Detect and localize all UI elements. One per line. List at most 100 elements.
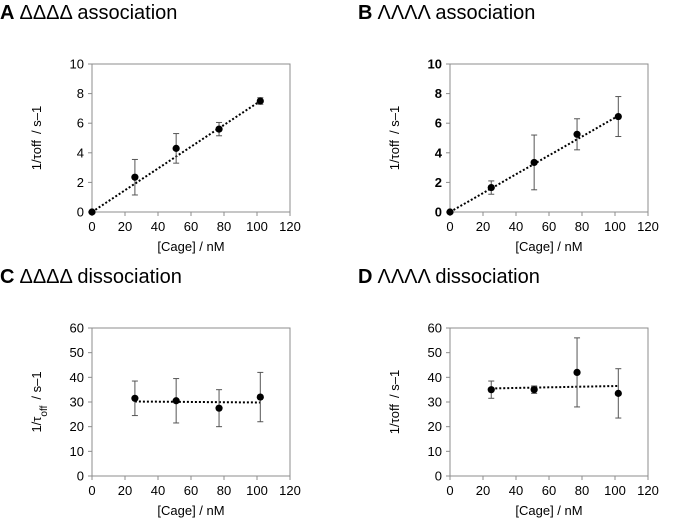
x-tick-label: 80	[217, 483, 231, 498]
plot-frame	[449, 63, 649, 213]
x-axis-label: [Cage] / nM	[515, 503, 582, 518]
x-tick-label: 20	[118, 483, 132, 498]
data-point	[131, 173, 139, 181]
y-axis-label-unit: / s–1	[387, 370, 402, 398]
y-axis-label-unit: / s–1	[29, 371, 44, 399]
x-tick-label: 100	[604, 219, 626, 234]
y-tick-label: 0	[77, 469, 84, 484]
panel-a-letter: A	[0, 2, 15, 24]
data-point	[256, 393, 264, 401]
data-point	[446, 208, 454, 216]
y-axis-label-main: 1/τoff	[29, 140, 44, 171]
data-point	[88, 208, 96, 216]
y-axis-label-subscript: off	[39, 405, 50, 416]
y-tick-label: 4	[435, 145, 443, 160]
x-tick-label: 0	[88, 483, 95, 498]
trendline	[134, 400, 261, 404]
x-axis-label: [Cage] / nM	[157, 503, 224, 518]
y-tick-label: 60	[428, 321, 442, 336]
data-point	[487, 386, 495, 394]
x-tick-label: 60	[542, 483, 556, 498]
chart-d: 0 10 20 30 40 50 60 0 20 40 60 80 100 120 [Cage] / nM 1…	[387, 321, 659, 519]
y-tick-label: 6	[77, 116, 84, 131]
y-tick-label: 8	[77, 86, 84, 101]
x-axis-label: [Cage] / nM	[515, 239, 582, 254]
y-axis-label-unit: / s–1	[387, 106, 402, 134]
x-tick-label: 120	[637, 483, 659, 498]
x-tick-label: 60	[184, 483, 198, 498]
y-tick-label: 4	[77, 145, 84, 160]
y-axis-label: 1/τoff / s–1	[29, 371, 50, 432]
data-point	[215, 125, 223, 133]
x-tick-label: 80	[217, 219, 231, 234]
x-tick-label: 80	[575, 219, 589, 234]
data-point	[256, 97, 264, 105]
panel-c-title: C ΔΔΔΔ dissociation	[0, 266, 182, 289]
y-tick-label: 10	[428, 57, 442, 72]
panel-c-letter: C	[0, 266, 15, 288]
x-axis-label: [Cage] / nM	[157, 239, 224, 254]
x-tick-label: 120	[637, 219, 659, 234]
data-point	[573, 130, 581, 138]
panel-a-title: A ΔΔΔΔ association	[0, 2, 177, 25]
x-tick-label: 120	[279, 219, 301, 234]
data-point	[530, 158, 538, 167]
panel-d-title-text: ΛΛΛΛ dissociation	[377, 266, 540, 288]
y-axis-label: 1/τoff / s–1	[29, 106, 44, 170]
y-tick-label: 8	[435, 86, 442, 101]
y-tick-label: 6	[435, 116, 442, 131]
x-tick-label: 40	[151, 219, 165, 234]
x-tick-label: 20	[476, 219, 490, 234]
x-tick-label: 0	[88, 219, 95, 234]
panel-c-title-text: ΔΔΔΔ dissociation	[19, 266, 182, 288]
y-axis-label-unit: / s–1	[29, 106, 44, 134]
y-tick-label: 10	[70, 444, 84, 459]
data-point	[172, 144, 180, 152]
y-axis-label: 1/τoff / s–1	[387, 106, 402, 170]
x-tick-label: 80	[575, 483, 589, 498]
y-tick-label: 30	[70, 395, 84, 410]
panel-a-title-text: ΔΔΔΔ association	[19, 2, 178, 24]
panel-c: C ΔΔΔΔ dissociation 0 10 20 30 40 50 60 0 20 40 60 8…	[0, 266, 330, 528]
x-tick-label: 100	[246, 483, 268, 498]
panel-b-title: B ΛΛΛΛ association	[358, 2, 535, 25]
panel-b-title-text: ΛΛΛΛ association	[377, 2, 536, 24]
y-tick-label: 0	[435, 205, 442, 220]
y-tick-label: 50	[70, 345, 84, 360]
panel-d-title: D ΛΛΛΛ dissociation	[358, 266, 540, 289]
data-point	[487, 183, 495, 192]
y-axis-label-main: 1/τoff	[387, 140, 402, 171]
y-axis-label-main: 1/τoff	[387, 404, 402, 435]
y-axis-label-main: 1/τ	[29, 416, 44, 433]
x-tick-label: 40	[509, 483, 523, 498]
y-axis-label: 1/τoff / s–1	[387, 370, 402, 434]
y-tick-label: 0	[435, 469, 442, 484]
y-tick-label: 2	[435, 175, 442, 190]
x-tick-label: 40	[509, 219, 523, 234]
x-tick-label: 120	[279, 483, 301, 498]
y-tick-label: 0	[77, 205, 84, 220]
data-point	[614, 389, 622, 397]
y-tick-label: 10	[428, 444, 442, 459]
x-tick-label: 20	[118, 219, 132, 234]
y-tick-label: 50	[428, 345, 442, 360]
data-point	[215, 404, 223, 412]
data-point	[614, 112, 622, 121]
y-tick-label: 20	[70, 419, 84, 434]
panel-d-letter: D	[358, 266, 373, 288]
data-point	[573, 368, 581, 376]
y-tick-label: 30	[428, 395, 442, 410]
panel-b: B ΛΛΛΛ association 0 2 4 6 8 10 0 20 40 60 80 100 120…	[358, 2, 678, 264]
y-tick-label: 40	[428, 370, 442, 385]
data-point	[131, 394, 139, 402]
x-tick-label: 40	[151, 483, 165, 498]
y-tick-label: 10	[70, 57, 84, 72]
y-tick-label: 60	[70, 321, 84, 336]
x-tick-label: 0	[446, 219, 453, 234]
y-tick-label: 20	[428, 419, 442, 434]
x-tick-label: 20	[476, 483, 490, 498]
panel-b-letter: B	[358, 2, 373, 24]
data-point	[172, 397, 180, 405]
